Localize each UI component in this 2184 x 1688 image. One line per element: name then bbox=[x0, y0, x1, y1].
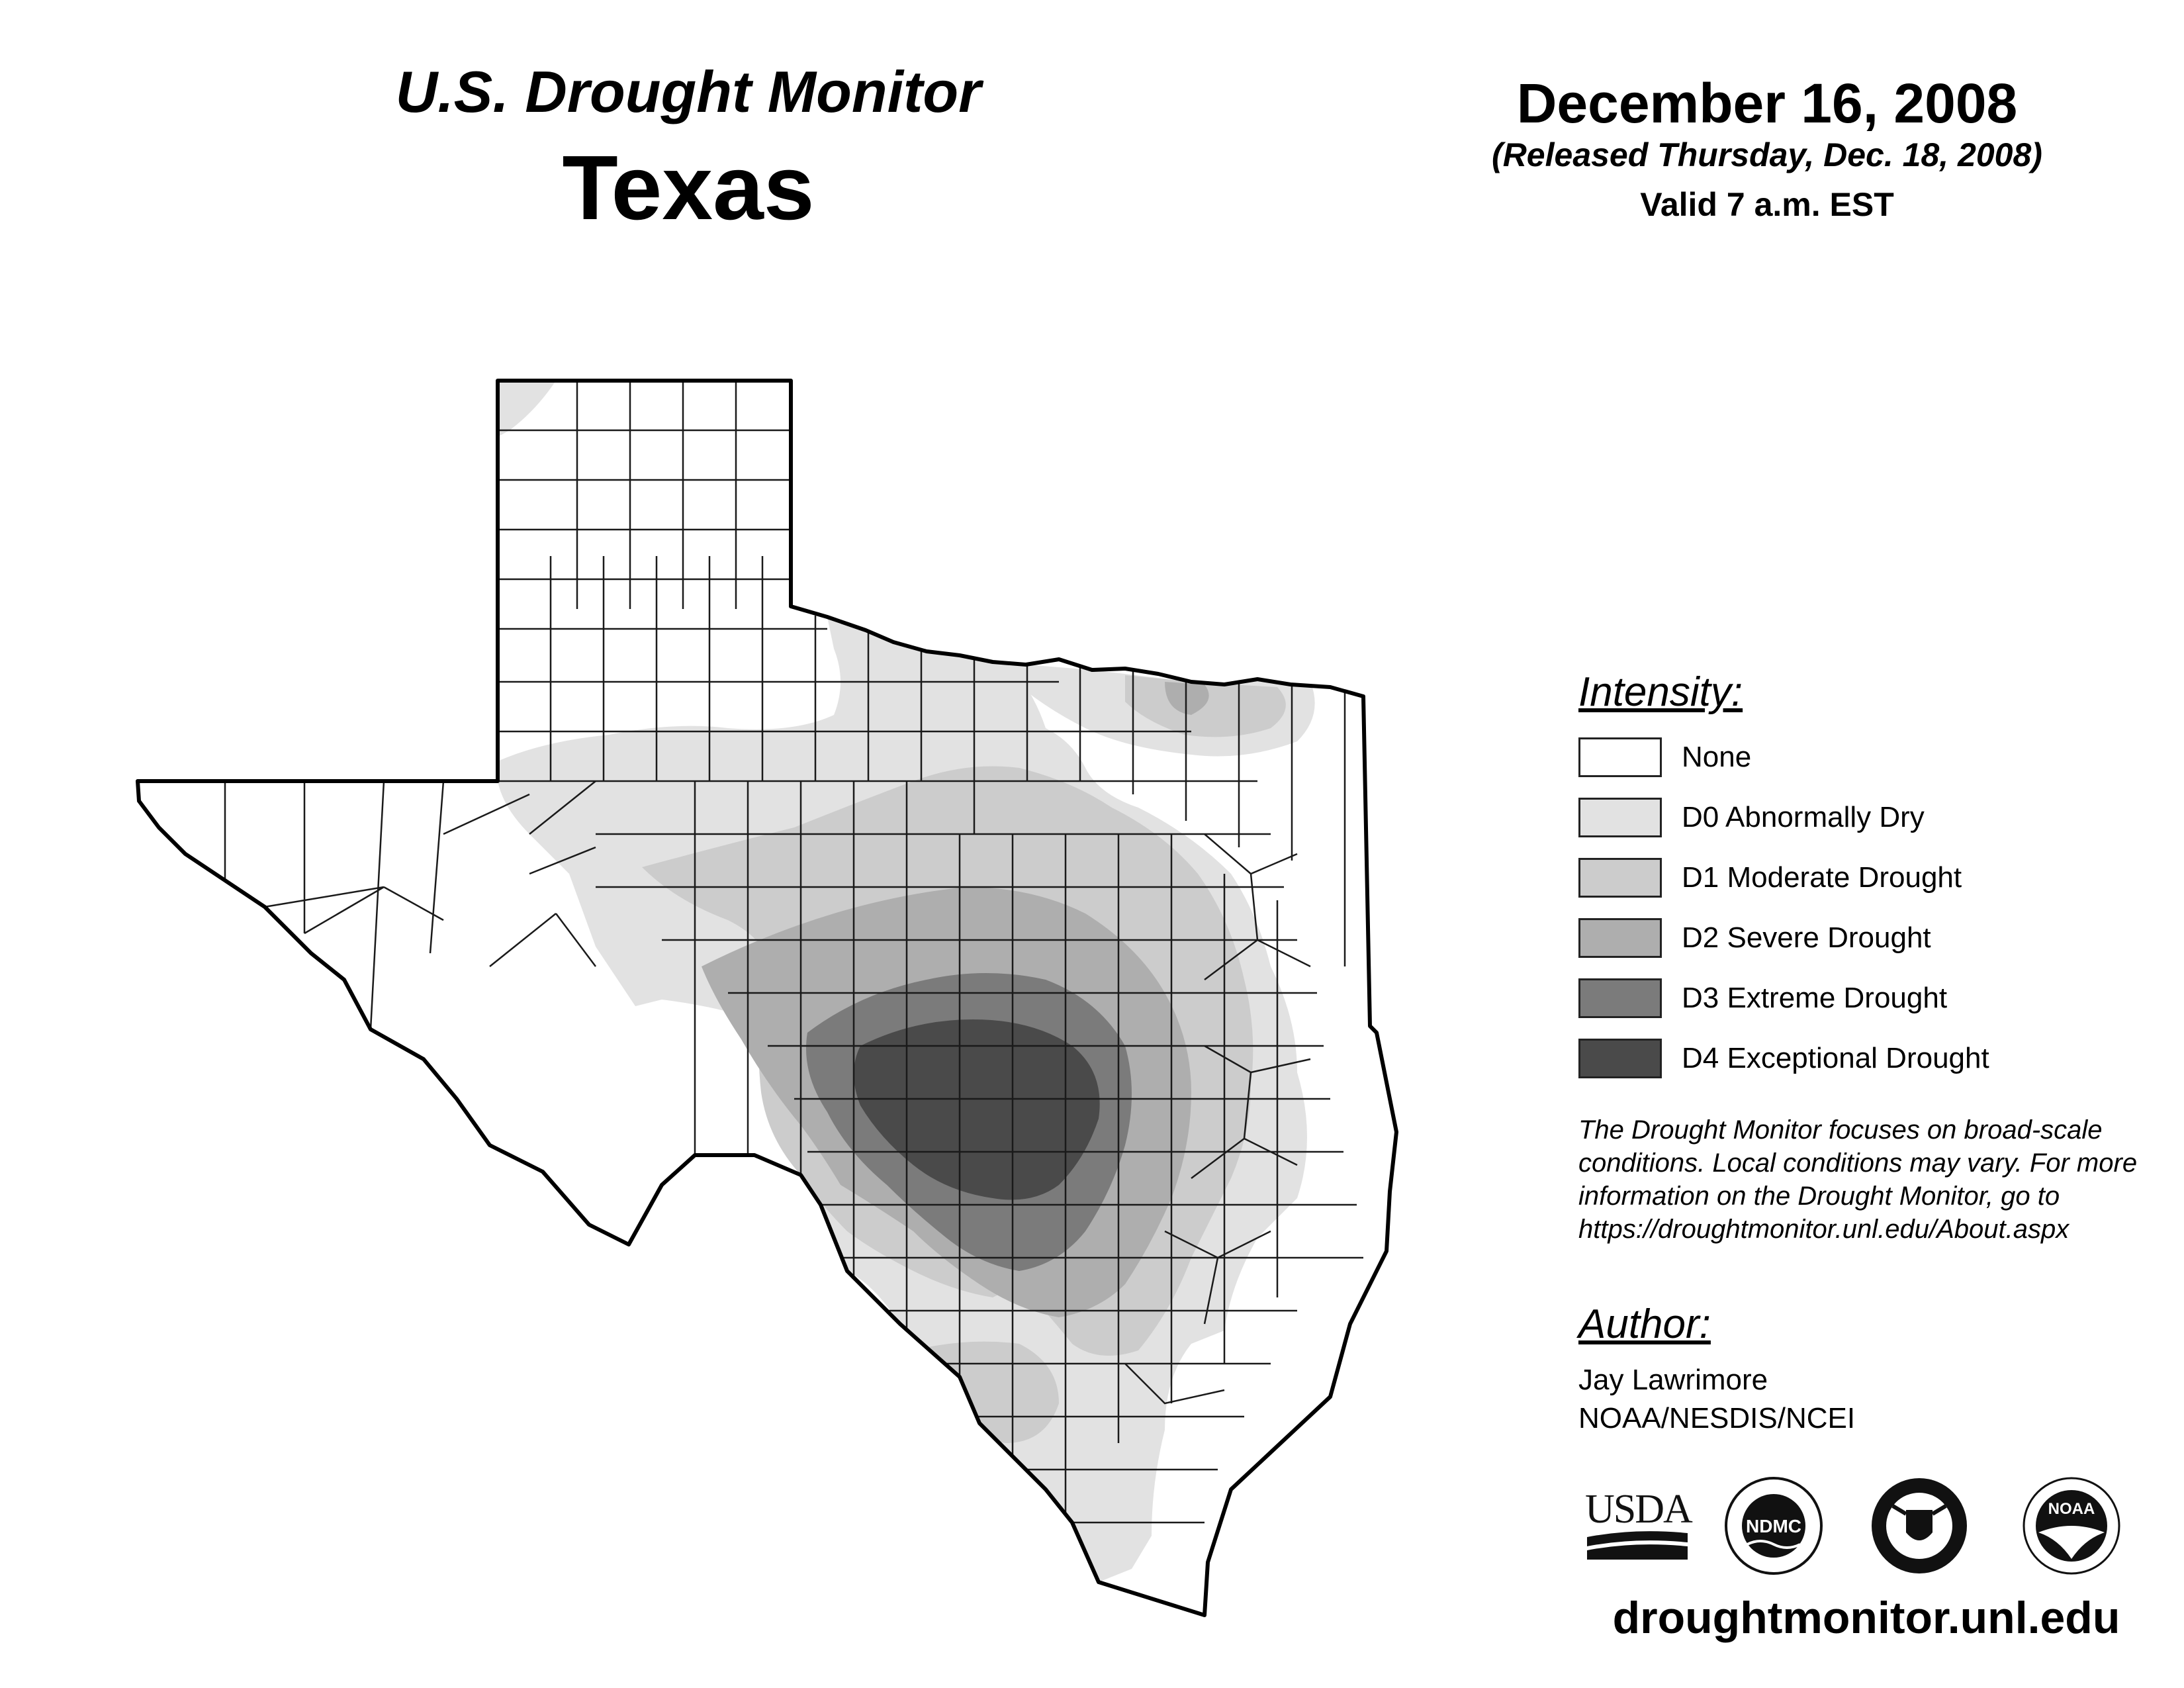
d2-region-red-river bbox=[1165, 682, 1209, 715]
legend-item-none: None bbox=[1578, 736, 1751, 778]
texas-drought-map bbox=[136, 379, 1398, 1617]
d4-region-central bbox=[854, 1019, 1100, 1200]
panhandle-county-grid-horizontal bbox=[498, 429, 1363, 1524]
legend-item-d4: D4 Exceptional Drought bbox=[1578, 1037, 1989, 1080]
state-name: Texas bbox=[562, 137, 815, 239]
release-date: (Released Thursday, Dec. 18, 2008) bbox=[1492, 136, 2042, 173]
legend-swatch bbox=[1578, 1039, 1662, 1078]
eagle-shield-icon bbox=[1906, 1510, 1933, 1540]
county-lines bbox=[224, 381, 1363, 1575]
legend-label: D3 Extreme Drought bbox=[1682, 982, 1948, 1014]
website-url[interactable]: droughtmonitor.unl.edu bbox=[1612, 1593, 2120, 1643]
central-county-grid-vertical bbox=[694, 781, 1279, 1575]
ndmc-logo: NDMC bbox=[1725, 1477, 1823, 1575]
legend-item-d0: D0 Abnormally Dry bbox=[1578, 796, 1925, 839]
legend-swatch bbox=[1578, 737, 1662, 777]
usda-logo-text: USDA bbox=[1585, 1487, 1693, 1532]
author-name: Jay Lawrimore bbox=[1578, 1364, 1768, 1396]
legend-swatch bbox=[1578, 918, 1662, 958]
legend-label: D2 Severe Drought bbox=[1682, 921, 1931, 954]
legend-title: Intensity: bbox=[1578, 669, 1743, 715]
legend-item-d1: D1 Moderate Drought bbox=[1578, 857, 1962, 899]
d0-region-panhandle-corner bbox=[498, 381, 556, 437]
legend-item-d2: D2 Severe Drought bbox=[1578, 917, 1931, 959]
noaa-logo: NOAA bbox=[2023, 1477, 2120, 1575]
usda-logo-swoosh bbox=[1587, 1531, 1688, 1560]
texas-state-outline bbox=[136, 379, 1398, 1617]
d1-region-red-river bbox=[1125, 675, 1286, 737]
disclaimer-text: The Drought Monitor focuses on broad-sca… bbox=[1578, 1115, 2138, 1244]
noaa-logo-text: NOAA bbox=[2048, 1500, 2095, 1518]
commerce-seal-icon bbox=[1872, 1478, 1967, 1573]
agency-logos: USDA NDMC NOAA bbox=[1585, 1477, 2120, 1575]
map-date: December 16, 2008 bbox=[1516, 72, 2018, 134]
legend-label: D1 Moderate Drought bbox=[1682, 861, 1962, 894]
noaa-bird-icon bbox=[2038, 1526, 2105, 1559]
d4-exceptional-drought-areas bbox=[854, 1019, 1100, 1200]
valid-time: Valid 7 a.m. EST bbox=[1640, 186, 1894, 223]
legend-label: D4 Exceptional Drought bbox=[1682, 1042, 1989, 1074]
legend-swatch bbox=[1578, 858, 1662, 898]
author-org: NOAA/NESDIS/NCEI bbox=[1578, 1402, 1856, 1434]
usda-logo: USDA bbox=[1585, 1487, 1694, 1560]
eagle-wings-icon bbox=[1891, 1504, 1947, 1516]
east-texas-irregular-lines bbox=[1124, 833, 1311, 1405]
author-heading: Author: bbox=[1578, 1301, 1711, 1347]
ndmc-logo-text: NDMC bbox=[1746, 1516, 1801, 1536]
legend-label: None bbox=[1682, 741, 1752, 773]
map-title: U.S. Drought Monitor bbox=[395, 59, 981, 124]
west-texas-county-lines bbox=[224, 780, 596, 1030]
ndmc-wave bbox=[1747, 1540, 1801, 1549]
legend-swatch bbox=[1578, 978, 1662, 1018]
legend-item-d3: D3 Extreme Drought bbox=[1578, 977, 1947, 1019]
legend-label: D0 Abnormally Dry bbox=[1682, 801, 1925, 833]
legend-swatch bbox=[1578, 798, 1662, 837]
